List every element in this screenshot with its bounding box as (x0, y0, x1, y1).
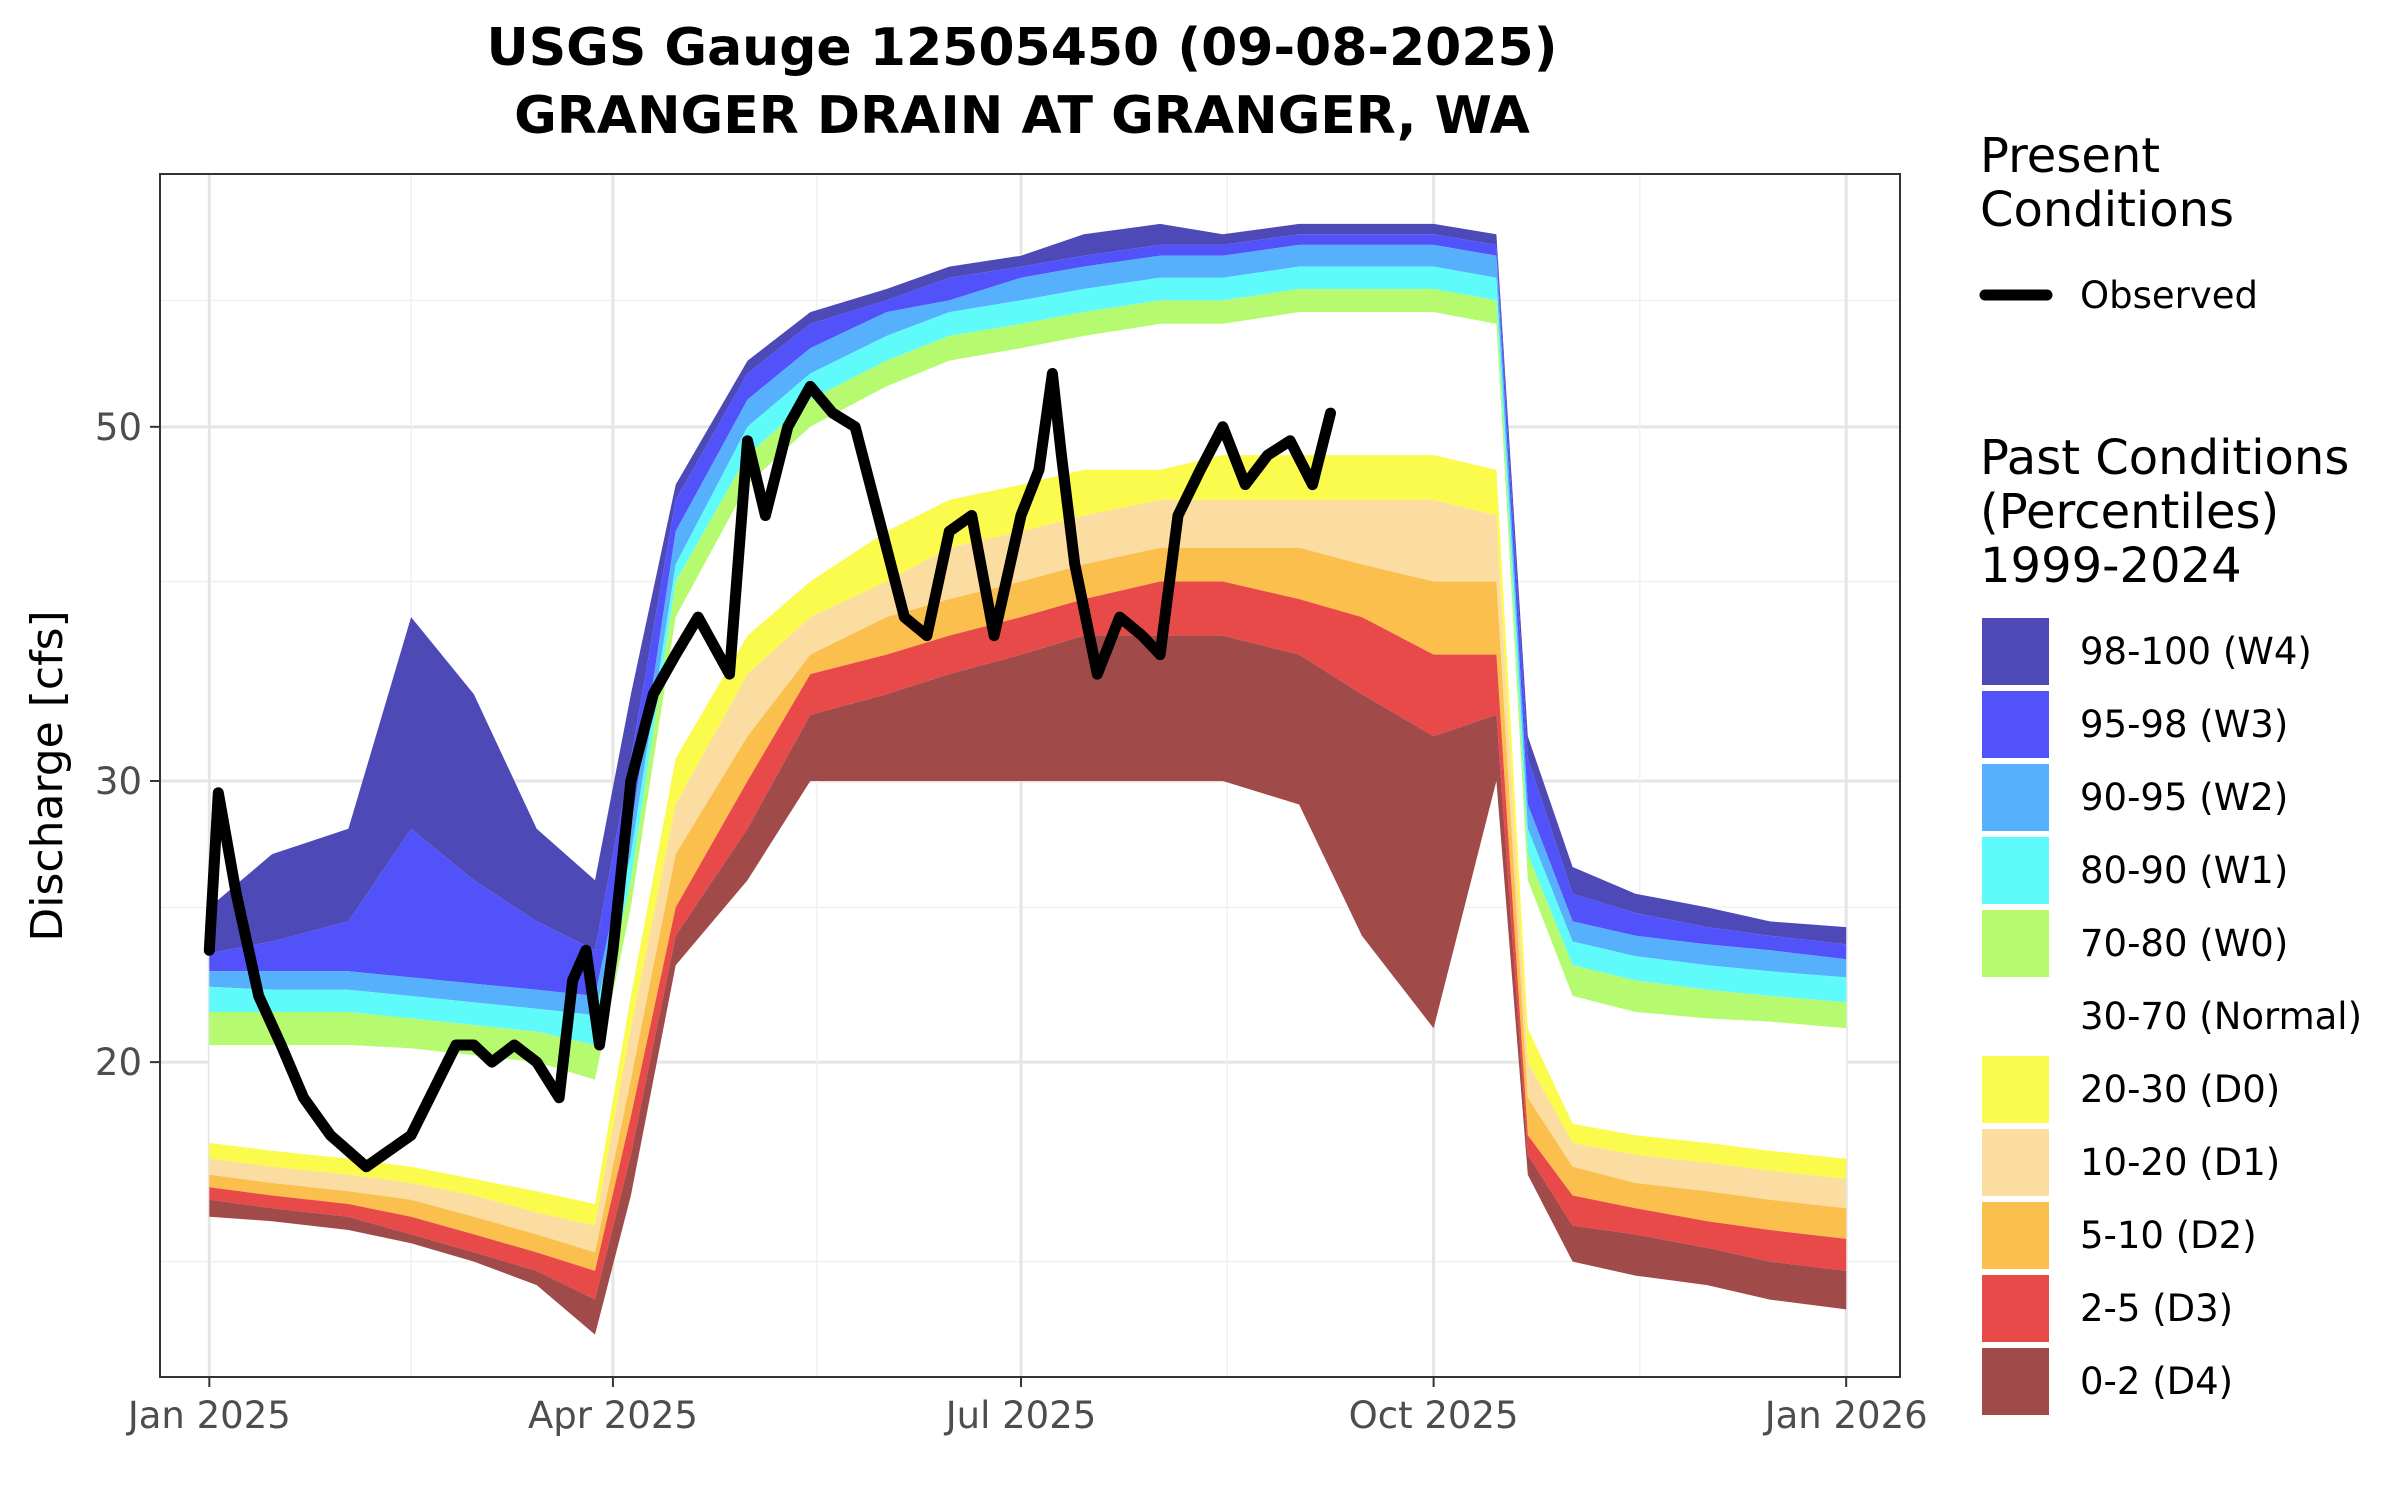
chart-title-line1: USGS Gauge 12505450 (09-08-2025) (486, 18, 1557, 78)
y-axis: 20 30 50 (95, 406, 160, 1084)
legend-label: 95-98 (W3) (2080, 703, 2288, 746)
y-tick-label: 50 (95, 406, 142, 449)
legend-swatch (1982, 983, 2049, 1050)
legend-past-title-line2: (Percentiles) (1980, 484, 2279, 540)
legend-swatch (1982, 1129, 2049, 1196)
x-tick-label: Jan 2025 (126, 1394, 291, 1437)
legend-present-title-line1: Present (1980, 128, 2160, 184)
plot-border (159, 173, 1901, 1378)
observed-series (203, 368, 1336, 1173)
legend-past-title-line3: 1999-2024 (1980, 538, 2242, 594)
legend-items: 98-100 (W4) 95-98 (W3) 90-95 (W2) 80-90 (W1… (1982, 618, 2362, 1415)
legend-swatch (1982, 764, 2049, 831)
legend-label: 2-5 (D3) (2080, 1287, 2233, 1330)
x-tick-label: Jan 2026 (1763, 1394, 1928, 1437)
percentile-band (209, 455, 1847, 1226)
legend-label: 0-2 (D4) (2080, 1360, 2233, 1403)
percentile-band (209, 223, 1847, 954)
y-axis-title: Discharge [cfs] (22, 610, 73, 941)
legend-swatch (1982, 1275, 2049, 1342)
legend-label: 30-70 (Normal) (2080, 995, 2362, 1038)
y-tick-label: 30 (95, 760, 142, 803)
chart-title-line2: GRANGER DRAIN AT GRANGER, WA (514, 86, 1530, 146)
legend-swatch (1982, 618, 2049, 685)
legend: Present Conditions Observed Past Conditi… (1979, 128, 2362, 1415)
percentile-band (209, 635, 1847, 1335)
legend-swatch (1982, 837, 2049, 904)
percentile-band (209, 266, 1847, 1046)
y-tick-label: 20 (95, 1041, 142, 1084)
percentile-band (209, 547, 1847, 1271)
x-tick-label: Jul 2025 (944, 1394, 1097, 1437)
percentile-band (209, 312, 1847, 1205)
legend-label: 90-95 (W2) (2080, 776, 2288, 819)
legend-observed-label: Observed (2080, 274, 2258, 317)
observed-line (203, 368, 1336, 1173)
percentile-band (209, 499, 1847, 1253)
percentile-band (209, 581, 1847, 1300)
legend-label: 80-90 (W1) (2080, 849, 2288, 892)
legend-label: 10-20 (D1) (2080, 1141, 2280, 1184)
legend-swatch (1982, 910, 2049, 977)
legend-swatch (1982, 691, 2049, 758)
legend-past-title-line1: Past Conditions (1980, 430, 2349, 486)
legend-label: 70-80 (W0) (2080, 922, 2288, 965)
percentile-band (209, 289, 1847, 1080)
legend-swatch (1982, 1348, 2049, 1415)
legend-label: 98-100 (W4) (2080, 630, 2312, 673)
legend-swatch (1982, 1056, 2049, 1123)
x-tick-label: Oct 2025 (1349, 1394, 1519, 1437)
percentile-bands (209, 223, 1847, 1335)
legend-label: 20-30 (D0) (2080, 1068, 2280, 1111)
percentile-band (209, 234, 1847, 997)
x-tick-label: Apr 2025 (528, 1394, 698, 1437)
legend-swatch (1982, 1202, 2049, 1269)
legend-label: 5-10 (D2) (2080, 1214, 2257, 1257)
legend-present-title-line2: Conditions (1980, 182, 2234, 238)
x-axis: Jan 2025 Apr 2025 Jul 2025 Oct 2025 Jan 2026 (126, 1377, 1928, 1437)
